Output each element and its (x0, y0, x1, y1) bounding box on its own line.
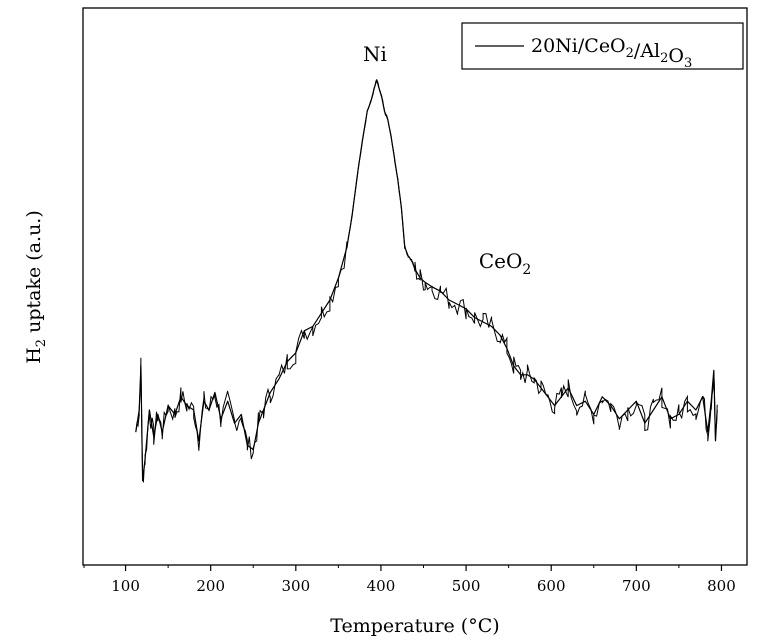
y-axis-title-sub: 2 (34, 339, 49, 347)
plot-frame (82, 7, 748, 566)
y-axis-title: H2 uptake (a.u.) (23, 210, 49, 364)
x-tick-label: 100 (111, 577, 140, 595)
x-tick-label: 600 (537, 577, 566, 595)
x-axis-title: Temperature (°C) (330, 615, 499, 637)
legend: 20Ni/CeO2/Al2O3 (461, 22, 744, 71)
x-tick-label: 800 (707, 577, 736, 595)
x-tick-label: 200 (196, 577, 225, 595)
series-noise-detail (135, 79, 718, 483)
annotation-ceo2: CeO2 (479, 249, 531, 278)
x-tick-label: 700 (622, 577, 651, 595)
x-tick-label: 400 (367, 577, 396, 595)
y-axis-title-main: H (23, 347, 45, 364)
x-tick-label: 300 (282, 577, 311, 595)
series-line-20ni-ceo2-al2o3 (135, 79, 718, 481)
legend-label: 20Ni/CeO2/Al2O3 (531, 35, 692, 71)
y-axis-title-rest: uptake (a.u.) (23, 210, 45, 339)
x-axis-ticks: 100 200 300 400 500 600 700 800 (83, 565, 736, 595)
x-tick-label: 500 (452, 577, 481, 595)
annotation-ni: Ni (363, 42, 387, 66)
